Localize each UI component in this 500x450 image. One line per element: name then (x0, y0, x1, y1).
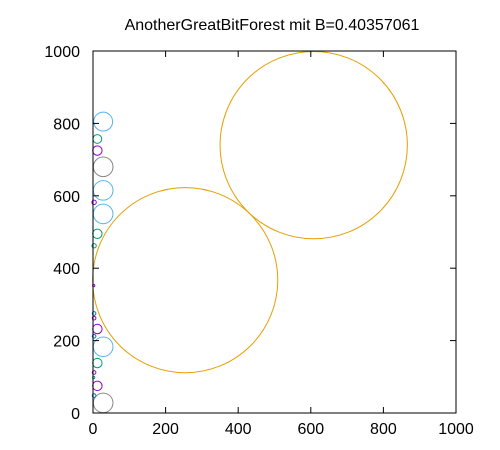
circle-17 (91, 315, 97, 321)
x-tick-label: 400 (225, 421, 252, 438)
circle-0 (219, 50, 408, 240)
y-tick-label: 1000 (44, 44, 80, 61)
circle-3 (92, 156, 114, 178)
circle-15 (91, 243, 97, 249)
y-tick-label: 400 (53, 261, 80, 278)
x-tick-label: 800 (370, 421, 397, 438)
x-axis: 0 200 400 600 800 1000 (89, 51, 474, 438)
x-tick-label: 1000 (438, 421, 474, 438)
chart-title: AnotherGreatBitForest mit B=0.40357061 (125, 17, 420, 34)
circle-13 (92, 380, 103, 392)
circle-19 (91, 370, 97, 375)
circle-16 (91, 311, 97, 316)
circle-14 (91, 199, 97, 205)
circle-6 (92, 336, 114, 358)
y-tick-label: 600 (53, 189, 80, 206)
circle-4 (92, 180, 114, 201)
circle-18 (91, 333, 97, 339)
x-tick-label: 0 (89, 421, 98, 438)
circles-layer (91, 50, 408, 414)
circle-12 (92, 357, 103, 369)
circle-20 (91, 393, 97, 398)
circle-1 (92, 187, 279, 374)
circle-8 (92, 134, 103, 144)
y-tick-label: 0 (71, 406, 80, 423)
circle-11 (92, 323, 103, 335)
circle-2 (93, 111, 114, 132)
x-tick-label: 200 (152, 421, 179, 438)
plot-frame (92, 50, 457, 414)
circle-10 (92, 228, 103, 240)
y-tick-label: 800 (53, 116, 80, 133)
x-tick-label: 600 (297, 421, 324, 438)
y-axis: 0 200 400 600 800 1000 (44, 44, 456, 423)
circle-9 (92, 145, 103, 156)
circle-5 (92, 203, 114, 225)
y-tick-label: 200 (53, 334, 80, 351)
